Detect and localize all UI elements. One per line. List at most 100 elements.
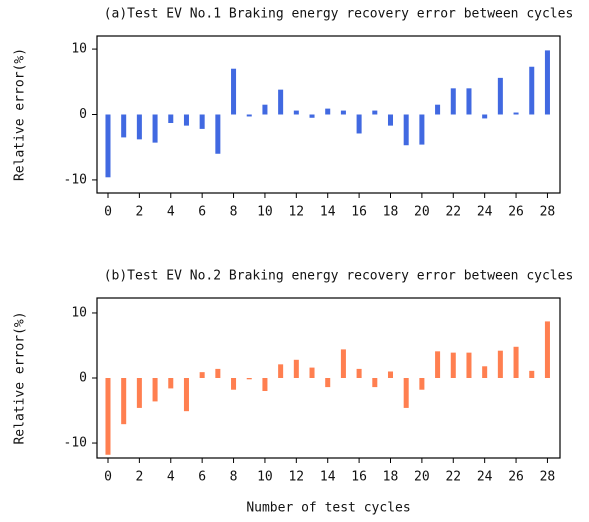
bar xyxy=(152,114,158,143)
bar xyxy=(262,378,268,392)
bar xyxy=(199,114,205,129)
bar xyxy=(482,114,488,119)
bar xyxy=(529,370,535,378)
y-tick-label: 10 xyxy=(71,42,87,57)
bar xyxy=(231,378,237,390)
bar xyxy=(183,114,189,126)
x-tick-label: 12 xyxy=(288,205,304,220)
bar xyxy=(136,378,142,408)
bar xyxy=(168,378,174,389)
bar xyxy=(513,346,519,378)
x-tick-label: 2 xyxy=(135,205,143,220)
x-axis-label: Number of test cycles xyxy=(246,501,410,516)
bar xyxy=(356,114,362,134)
x-tick-label: 4 xyxy=(167,205,175,220)
bar xyxy=(513,112,519,115)
x-tick-label: 0 xyxy=(104,205,112,220)
x-tick-label: 22 xyxy=(445,470,461,485)
bar xyxy=(403,378,409,408)
y-tick-label: -10 xyxy=(64,436,87,451)
x-tick-label: 16 xyxy=(351,470,367,485)
x-tick-label: 24 xyxy=(477,470,493,485)
bar xyxy=(450,352,456,378)
bar xyxy=(278,89,284,115)
chart-title: (b)Test EV No.2 Braking energy recovery … xyxy=(104,269,574,284)
bar xyxy=(482,366,488,378)
y-tick-label: 10 xyxy=(71,305,87,320)
x-tick-label: 20 xyxy=(414,470,430,485)
x-tick-label: 14 xyxy=(320,470,336,485)
bar xyxy=(325,378,331,388)
x-tick-label: 26 xyxy=(508,205,524,220)
bar xyxy=(215,114,221,154)
x-tick-label: 4 xyxy=(167,470,175,485)
x-tick-label: 28 xyxy=(540,205,556,220)
x-tick-label: 6 xyxy=(198,470,206,485)
x-tick-label: 8 xyxy=(230,205,238,220)
y-axis-label: Relative error(%) xyxy=(13,311,28,444)
bar xyxy=(372,110,378,115)
x-tick-label: 20 xyxy=(414,205,430,220)
bar xyxy=(246,378,252,380)
bar xyxy=(372,378,378,388)
x-tick-label: 2 xyxy=(135,470,143,485)
bar xyxy=(309,114,315,118)
x-tick-label: 8 xyxy=(230,470,238,485)
bar xyxy=(278,364,284,378)
y-tick-label: 0 xyxy=(79,371,87,386)
bar xyxy=(544,321,550,378)
plot-frame xyxy=(96,35,561,194)
bar xyxy=(387,371,394,378)
bar xyxy=(356,368,362,378)
chart-title: (a)Test EV No.1 Braking energy recovery … xyxy=(104,7,574,22)
y-tick-label: 0 xyxy=(79,107,87,122)
bar xyxy=(183,378,189,412)
bar xyxy=(419,114,425,145)
bar xyxy=(340,110,346,115)
bar xyxy=(403,114,409,146)
bar xyxy=(121,114,127,138)
bar xyxy=(466,352,472,378)
bar xyxy=(121,378,127,425)
bar xyxy=(105,378,111,455)
plot-frame xyxy=(96,297,561,459)
bar xyxy=(544,50,550,115)
bar xyxy=(450,88,456,115)
bar xyxy=(293,359,299,378)
bar xyxy=(215,368,221,378)
y-tick-label: -10 xyxy=(64,172,87,187)
x-tick-label: 22 xyxy=(445,205,461,220)
x-tick-label: 18 xyxy=(383,205,399,220)
bar xyxy=(293,110,299,115)
bar xyxy=(387,114,394,126)
x-tick-label: 10 xyxy=(257,205,273,220)
x-tick-label: 26 xyxy=(508,470,524,485)
bar xyxy=(309,367,315,378)
bar xyxy=(246,114,252,117)
bar xyxy=(435,104,441,115)
x-tick-label: 14 xyxy=(320,205,336,220)
bar xyxy=(136,114,142,140)
bar xyxy=(419,378,425,390)
bar xyxy=(262,104,268,115)
bar xyxy=(435,351,441,378)
bar xyxy=(340,349,346,378)
x-tick-label: 28 xyxy=(540,470,556,485)
y-axis-label: Relative error(%) xyxy=(13,48,28,181)
x-tick-label: 0 xyxy=(104,470,112,485)
bar xyxy=(466,88,472,115)
bar xyxy=(497,350,503,378)
bar xyxy=(105,114,111,178)
x-tick-label: 24 xyxy=(477,205,493,220)
x-tick-label: 6 xyxy=(198,205,206,220)
bar xyxy=(168,114,174,124)
bar xyxy=(152,378,158,402)
bar xyxy=(325,108,331,115)
bar xyxy=(529,66,535,115)
bar xyxy=(497,77,503,115)
x-tick-label: 18 xyxy=(383,470,399,485)
bar xyxy=(199,372,205,378)
bar xyxy=(231,68,237,115)
x-tick-label: 10 xyxy=(257,470,273,485)
